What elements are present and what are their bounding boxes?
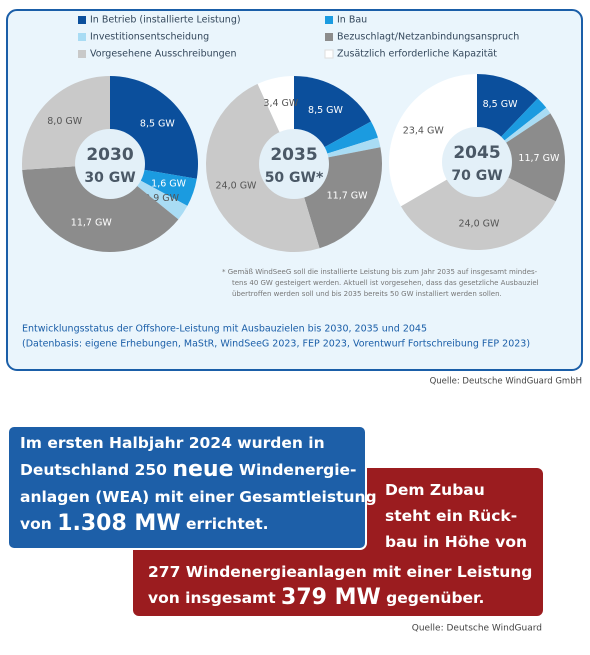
legend-swatch xyxy=(78,16,86,24)
pie-slice xyxy=(400,162,556,250)
text-part: 277 Windenergieanlagen mit einer Leistun… xyxy=(148,563,532,581)
legend-label: In Betrieb (installierte Leistung) xyxy=(90,15,241,26)
box-line: 277 Windenergieanlagen mit einer Leistun… xyxy=(148,563,532,581)
text-part: Dem Zubau xyxy=(385,481,485,499)
text-part: Im ersten Halbjahr 2024 wurden in xyxy=(20,434,325,452)
legend-label: In Bau xyxy=(337,15,367,26)
legend-swatch xyxy=(78,33,86,41)
caption: (Datenbasis: eigene Erhebungen, MaStR, W… xyxy=(22,339,530,350)
pie-hole xyxy=(259,129,329,199)
value-label: 23,4 GW xyxy=(403,126,445,137)
pie-title: 2045 xyxy=(453,143,500,163)
box-line: Im ersten Halbjahr 2024 wurden in xyxy=(20,434,325,452)
value-label: 24,0 GW xyxy=(458,218,500,229)
text-part: errichtet. xyxy=(181,515,269,533)
blue-box xyxy=(7,425,367,550)
value-label: 8,5 GW xyxy=(308,105,343,116)
source: Quelle: Deutsche WindGuard xyxy=(412,624,542,634)
emphasis: 1.308 MW xyxy=(57,511,180,536)
value-label: 1,6 GW xyxy=(151,179,186,190)
legend-swatch xyxy=(324,49,334,59)
pie-slice xyxy=(477,113,565,202)
emphasis: 379 MW xyxy=(281,585,381,610)
text-part: steht ein Rück- xyxy=(385,507,517,525)
box-line: von insgesamt 379 MW gegenüber. xyxy=(148,585,484,610)
text-part: von xyxy=(20,515,57,533)
box-line: bau in Höhe von xyxy=(385,533,527,551)
caption: Entwicklungsstatus der Offshore-Leistung… xyxy=(22,324,427,335)
legend-label: Bezuschlagt/Netzanbindungsanspruch xyxy=(337,32,519,43)
pie-subtitle: 30 GW xyxy=(84,170,135,186)
box-line: anlagen (WEA) mit einer Gesamtleistung xyxy=(20,488,377,506)
value-label: 11,7 GW xyxy=(518,153,560,164)
legend-label: Zusätzlich erforderliche Kapazität xyxy=(337,49,497,60)
text-part: gegenüber. xyxy=(381,589,485,607)
value-label: 3,4 GW xyxy=(263,98,298,109)
value-label: 11,7 GW xyxy=(71,218,113,229)
footnote: * Gemäß WindSeeG soll die installierte L… xyxy=(222,268,538,276)
value-label: 8,5 GW xyxy=(140,119,175,130)
source: Quelle: Deutsche WindGuard GmbH xyxy=(430,377,582,387)
value-label: 0,9 GW xyxy=(144,193,179,204)
pie-hole xyxy=(75,129,145,199)
pie-title: 2030 xyxy=(86,145,133,165)
legend-label: Investitionsentscheidung xyxy=(90,32,209,43)
value-label: 8,0 GW xyxy=(47,116,82,127)
text-part: bau in Höhe von xyxy=(385,533,527,551)
legend-label: Vorgesehene Ausschreibungen xyxy=(90,49,237,60)
box-line: Dem Zubau xyxy=(385,481,485,499)
box-line: von 1.308 MW errichtet. xyxy=(20,511,269,536)
value-label: 11,7 GW xyxy=(327,191,369,202)
pie-slice xyxy=(22,164,179,252)
text-part: von insgesamt xyxy=(148,589,281,607)
pie-hole xyxy=(442,127,512,197)
legend-swatch xyxy=(78,50,86,58)
text-part: Windenergie- xyxy=(234,461,357,479)
legend-swatch xyxy=(325,16,333,24)
footnote: übertroffen werden soll und bis 2035 ber… xyxy=(232,290,502,298)
value-label: 24,0 GW xyxy=(216,180,258,191)
pie-title: 2035 xyxy=(270,145,317,165)
pie-subtitle: 50 GW* xyxy=(265,170,324,186)
text-part: Deutschland 250 xyxy=(20,461,172,479)
pie-subtitle: 70 GW xyxy=(451,168,502,184)
box-line: Deutschland 250 neue Windenergie- xyxy=(20,457,357,482)
value-label: 8,5 GW xyxy=(483,99,518,110)
emphasis: neue xyxy=(172,457,233,482)
box-line: steht ein Rück- xyxy=(385,507,517,525)
footnote: tens 40 GW gesteigert werden. Aktuell is… xyxy=(232,279,539,287)
text-part: anlagen (WEA) mit einer Gesamtleistung xyxy=(20,488,377,506)
legend-swatch xyxy=(325,33,333,41)
